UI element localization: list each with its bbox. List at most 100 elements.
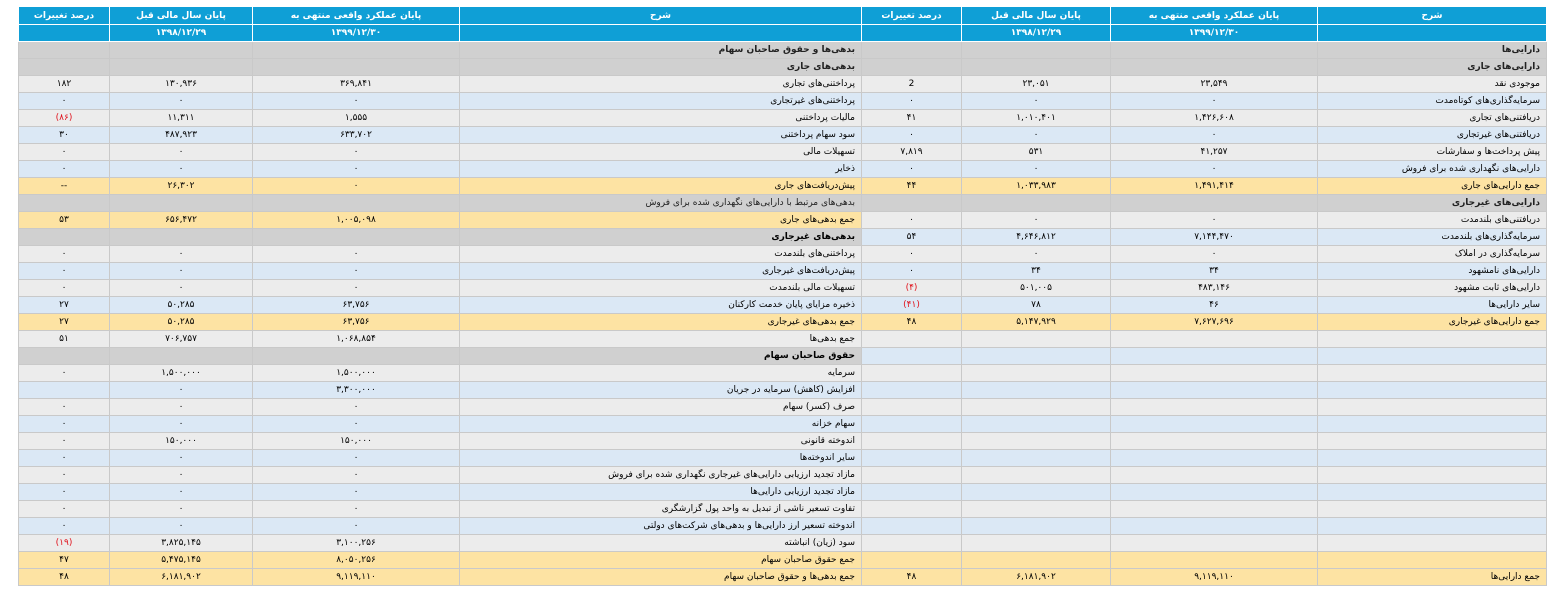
table-row: سرمایه‌گذاری‌های کوتاه‌مدت ۰ ۰ ۰ پرداختنی‌ها… <box>18 92 1547 110</box>
assets-desc-cell <box>1317 330 1547 348</box>
liab-current-cell: ۶۳,۷۵۶ <box>252 296 460 314</box>
assets-desc-date <box>1317 24 1547 42</box>
assets-prev-cell <box>961 41 1111 59</box>
assets-change-cell: ۰ <box>861 92 962 110</box>
liab-prev-header: پایان سال مالی قبل <box>109 6 253 25</box>
table-row: دریافتنی‌های بلندمدت ۰ ۰ ۰ جمع بدهی‌های جاری… <box>18 211 1547 229</box>
liab-current-cell: ۳,۱۰۰,۲۵۶ <box>252 534 460 552</box>
assets-change-cell <box>861 381 962 399</box>
liab-change-cell: ۰ <box>18 466 110 484</box>
liab-prev-cell <box>109 41 253 59</box>
liab-current-cell <box>252 228 460 246</box>
assets-change-cell <box>861 449 962 467</box>
liab-change-cell: ۰ <box>18 449 110 467</box>
assets-prev-cell <box>961 517 1111 535</box>
assets-change-cell <box>861 41 962 59</box>
liab-prev-cell: ۱۱,۳۱۱ <box>109 109 253 127</box>
liab-current-cell: ۸,۰۵۰,۲۵۶ <box>252 551 460 569</box>
table-row: افزایش (کاهش) سرمایه در جریان ۳,۳۰۰,۰۰۰ ۰ <box>18 381 1547 399</box>
assets-desc-cell <box>1317 398 1547 416</box>
assets-prev-cell: ۴,۶۴۶,۸۱۲ <box>961 228 1111 246</box>
assets-current-cell <box>1110 194 1318 212</box>
assets-current-cell <box>1110 381 1318 399</box>
table-row: سرمایه‌گذاری در املاک ۰ ۰ ۰ پرداختنی‌های بلن… <box>18 245 1547 263</box>
assets-current-cell <box>1110 449 1318 467</box>
liab-change-cell: -- <box>18 177 110 195</box>
assets-prev-cell: ۱,۰۱۰,۴۰۱ <box>961 109 1111 127</box>
liab-desc-cell: صرف (کسر) سهام <box>459 398 862 416</box>
assets-change-cell <box>861 194 962 212</box>
assets-prev-cell: ۵۳۱ <box>961 143 1111 161</box>
liab-current-cell: ۰ <box>252 262 460 280</box>
liab-current-cell: ۰ <box>252 483 460 501</box>
assets-desc-cell: دارایی‌های نگهداری شده برای فروش <box>1317 160 1547 178</box>
assets-prev-cell <box>961 432 1111 450</box>
liab-change-cell: (۱۹) <box>18 534 110 552</box>
table-row: پیش پرداخت‌ها و سفارشات ۴۱,۲۵۷ ۵۳۱ ۷,۸۱۹ تسه… <box>18 143 1547 161</box>
assets-current-cell <box>1110 415 1318 433</box>
table-row: سایر دارایی‌ها ۴۶ ۷۸ (۴۱) ذخیره مزایای پایان… <box>18 296 1547 314</box>
assets-desc-cell <box>1317 449 1547 467</box>
liab-desc-cell: مالیات پرداختنی <box>459 109 862 127</box>
assets-prev-cell <box>961 534 1111 552</box>
liab-desc-cell: جمع بدهی‌ها <box>459 330 862 348</box>
liab-change-cell: ۰ <box>18 364 110 382</box>
assets-change-cell <box>861 500 962 518</box>
assets-change-cell <box>861 534 962 552</box>
liab-prev-cell: ۰ <box>109 398 253 416</box>
liab-current-cell: ۰ <box>252 245 460 263</box>
liab-prev-cell: ۶۵۶,۴۷۲ <box>109 211 253 229</box>
liab-change-cell: ۵۱ <box>18 330 110 348</box>
assets-change-cell: ۴۸ <box>861 568 962 586</box>
liab-prev-cell: ۵۰,۲۸۵ <box>109 313 253 331</box>
assets-desc-cell <box>1317 551 1547 569</box>
assets-current-cell <box>1110 517 1318 535</box>
assets-change-cell: ۴۸ <box>861 313 962 331</box>
liab-prev-cell: ۱۳۰,۹۳۶ <box>109 75 253 93</box>
liab-desc-cell: پیش‌دریافت‌های جاری <box>459 177 862 195</box>
assets-current-cell: ۷,۱۴۴,۴۷۰ <box>1110 228 1318 246</box>
liab-change-cell: ۰ <box>18 415 110 433</box>
assets-prev-cell: ۳۴ <box>961 262 1111 280</box>
liab-change-cell <box>18 194 110 212</box>
assets-prev-cell <box>961 398 1111 416</box>
liab-change-cell: ۲۷ <box>18 296 110 314</box>
assets-desc-cell: دریافتنی‌های بلندمدت <box>1317 211 1547 229</box>
liab-current-cell: ۰ <box>252 177 460 195</box>
table-row: دارایی‌های ثابت مشهود ۴۸۳,۱۴۶ ۵۰۱,۰۰۵ (۴) تس… <box>18 279 1547 297</box>
assets-desc-cell: سرمایه‌گذاری‌های کوتاه‌مدت <box>1317 92 1547 110</box>
liab-desc-cell: مازاد تجدید ارزیابی دارایی‌ها <box>459 483 862 501</box>
liab-change-cell: ۴۸ <box>18 568 110 586</box>
balance-sheet-container: شرح پایان عملکرد واقعی منتهی به پایان سا… <box>18 6 1547 586</box>
assets-prev-cell: ۰ <box>961 126 1111 144</box>
liab-current-cell: ۰ <box>252 449 460 467</box>
liab-desc-cell: حقوق صاحبان سهام <box>459 347 862 365</box>
assets-change-cell: ۴۴ <box>861 177 962 195</box>
liab-change-cell: (۸۶) <box>18 109 110 127</box>
liab-prev-cell: ۰ <box>109 500 253 518</box>
liab-prev-cell: ۰ <box>109 245 253 263</box>
assets-change-cell <box>861 364 962 382</box>
table-row: دریافتنی‌های تجاری ۱,۴۲۶,۶۰۸ ۱,۰۱۰,۴۰۱ ۴۱ ما… <box>18 109 1547 127</box>
table-row: حقوق صاحبان سهام <box>18 347 1547 365</box>
liab-current-cell: ۰ <box>252 143 460 161</box>
liab-current-cell: ۰ <box>252 500 460 518</box>
table-row: جمع بدهی‌ها ۱,۰۶۸,۸۵۴ ۷۰۶,۷۵۷ ۵۱ <box>18 330 1547 348</box>
assets-prev-cell <box>961 194 1111 212</box>
liab-current-cell: ۳,۳۰۰,۰۰۰ <box>252 381 460 399</box>
assets-desc-cell <box>1317 432 1547 450</box>
assets-prev-cell <box>961 330 1111 348</box>
liab-prev-cell: ۰ <box>109 262 253 280</box>
assets-desc-cell: دارایی‌ها <box>1317 41 1547 59</box>
table-row: موجودی نقد ۲۳,۵۴۹ ۲۳,۰۵۱ 2 پرداختنی‌های تجار… <box>18 75 1547 93</box>
liab-change-cell: ۴۷ <box>18 551 110 569</box>
assets-prev-cell <box>961 347 1111 365</box>
liab-current-cell: ۱,۰۶۸,۸۵۴ <box>252 330 460 348</box>
liab-current-cell: ۰ <box>252 279 460 297</box>
liab-current-cell <box>252 41 460 59</box>
assets-change-cell: ۵۴ <box>861 228 962 246</box>
assets-current-cell: ۴۸۳,۱۴۶ <box>1110 279 1318 297</box>
assets-desc-cell: سرمایه‌گذاری‌های بلندمدت <box>1317 228 1547 246</box>
liab-change-cell: ۰ <box>18 483 110 501</box>
liab-prev-cell: ۵,۴۷۵,۱۴۵ <box>109 551 253 569</box>
